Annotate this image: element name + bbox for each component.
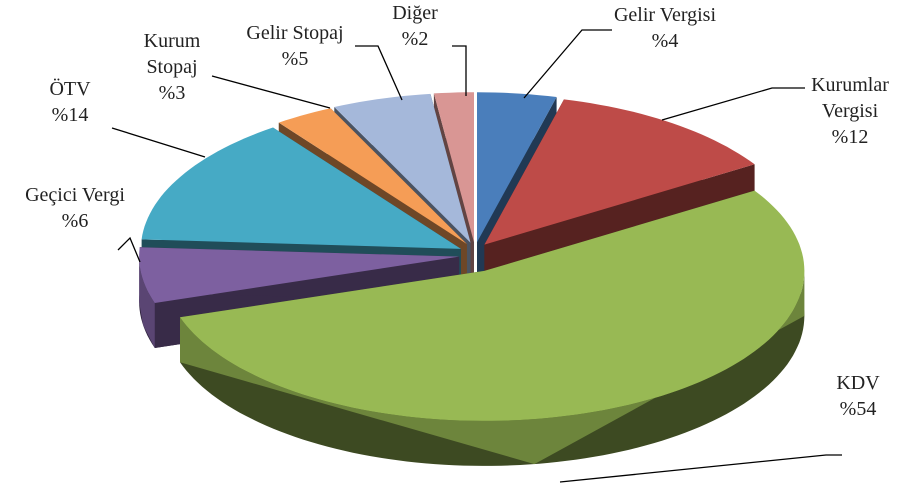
label-name: Geçici Vergi: [25, 184, 125, 206]
slice-side: [180, 270, 805, 465]
slice: [477, 92, 557, 243]
slice-side: [139, 256, 155, 348]
data-label: ÖTV %14: [30, 76, 110, 128]
label-name: Gelir Vergisi: [613, 4, 717, 26]
label-name: ÖTV: [49, 78, 91, 100]
slice: [433, 92, 474, 243]
label-name: KDV: [836, 372, 880, 394]
leader-line: [117, 236, 141, 263]
slice: [139, 247, 460, 303]
slice: [180, 190, 805, 421]
label-value: %54: [839, 398, 877, 420]
label-value: %4: [651, 30, 679, 52]
label-name: Kurum Stopaj: [143, 30, 201, 78]
label-value: %6: [61, 210, 89, 232]
slice: [278, 108, 467, 244]
slice: [484, 99, 755, 245]
label-name: Kurumlar Vergisi: [811, 74, 889, 122]
data-label: Gelir Vergisi %4: [595, 2, 735, 54]
label-value: %14: [51, 104, 89, 126]
data-label: KDV %54: [818, 370, 898, 422]
label-value: %5: [281, 48, 309, 70]
leader-line: [111, 127, 206, 158]
slice: [141, 127, 461, 249]
label-value: %3: [158, 82, 186, 104]
label-name: Gelir Stopaj: [246, 22, 344, 44]
data-label: Kurum Stopaj %3: [132, 28, 212, 106]
data-label: Geçici Vergi %6: [0, 182, 150, 234]
slice: [334, 93, 471, 243]
label-name: Diğer: [392, 2, 438, 24]
leader-line: [523, 29, 612, 99]
data-label: Kurumlar Vergisi %12: [795, 72, 905, 150]
leader-line: [211, 75, 331, 109]
data-label: Gelir Stopaj %5: [225, 20, 365, 72]
leader-line: [355, 45, 403, 101]
leader-line: [559, 454, 842, 483]
label-value: %2: [401, 28, 429, 50]
label-value: %12: [831, 126, 869, 148]
data-label: Diğer %2: [375, 0, 455, 52]
slices: [139, 92, 805, 466]
leader-line: [661, 87, 805, 121]
leader-line: [452, 45, 467, 96]
